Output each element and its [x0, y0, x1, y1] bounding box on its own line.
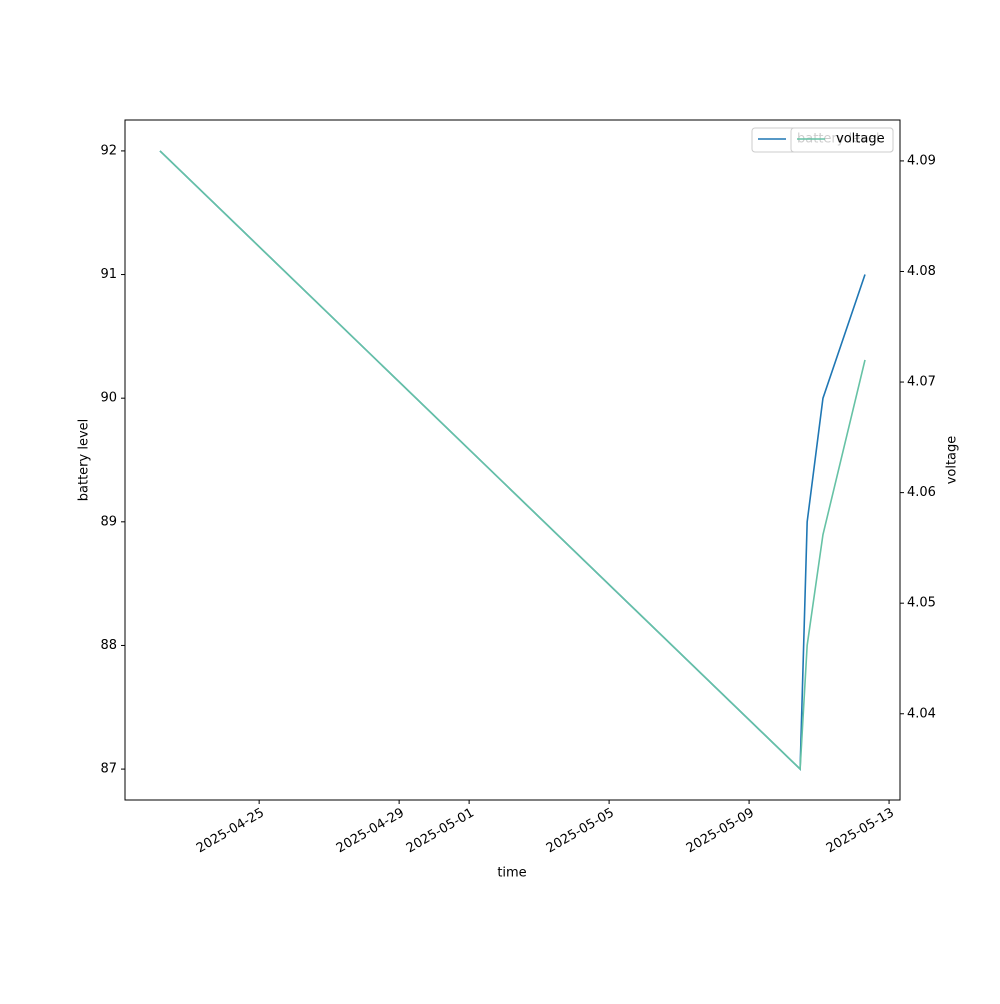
series-line — [159, 150, 866, 771]
x-tick-label: 2025-04-29 — [334, 806, 407, 857]
plot-frame — [124, 119, 901, 801]
x-tick-label: 2025-05-09 — [684, 806, 757, 857]
y2-tick-label: 4.04 — [907, 706, 936, 721]
x-tick-label: 2025-04-25 — [194, 806, 267, 857]
y-tick-label: 91 — [100, 267, 117, 282]
y2-axis-label: voltage — [945, 436, 960, 485]
x-axis-label: time — [497, 866, 526, 881]
y-tick-label: 88 — [100, 638, 117, 653]
series-line — [159, 150, 866, 771]
y2-tick-label: 4.05 — [907, 596, 936, 611]
y-tick-label: 90 — [100, 391, 117, 406]
y-axis-label: battery level — [77, 419, 92, 502]
x-tick-label: 2025-05-13 — [824, 806, 897, 857]
y-tick-label: 87 — [100, 762, 117, 777]
legend-box — [790, 127, 894, 153]
legend-label: voltage — [836, 132, 885, 147]
y2-tick-label: 4.09 — [907, 153, 936, 168]
x-tick-label: 2025-05-01 — [404, 806, 477, 857]
y-tick-label: 89 — [100, 514, 117, 529]
y2-tick-label: 4.08 — [907, 264, 936, 279]
y2-tick-label: 4.07 — [907, 375, 936, 390]
y-tick-label: 92 — [100, 143, 117, 158]
y2-tick-label: 4.06 — [907, 485, 936, 500]
x-tick-label: 2025-05-05 — [544, 806, 617, 857]
